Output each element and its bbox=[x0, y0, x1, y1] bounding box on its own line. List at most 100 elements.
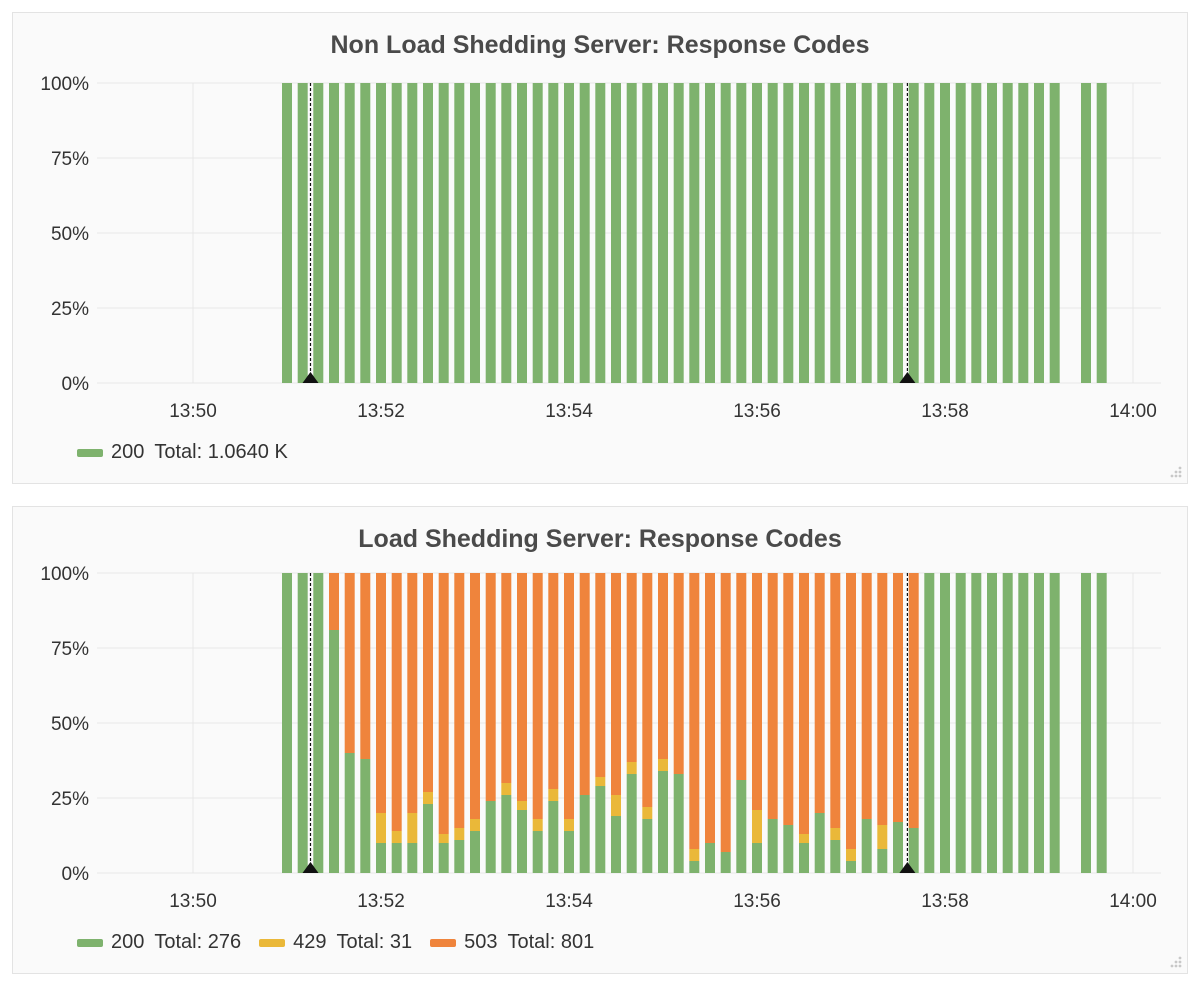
resize-handle-icon[interactable] bbox=[1169, 955, 1183, 969]
x-tick-label: 13:50 bbox=[169, 891, 217, 912]
bar-503 bbox=[454, 573, 465, 828]
bar-200 bbox=[1002, 573, 1013, 873]
bar-200 bbox=[329, 83, 339, 383]
bar-200 bbox=[846, 861, 856, 873]
x-tick-label: 13:50 bbox=[169, 401, 217, 422]
bar-200 bbox=[987, 83, 997, 383]
legend-item-200[interactable]: 200 Total: 1.0640 K bbox=[77, 441, 288, 464]
legend-label: 200 bbox=[111, 931, 145, 953]
bar-200 bbox=[438, 843, 449, 873]
annotation-marker-icon bbox=[899, 372, 916, 383]
bar-200 bbox=[767, 819, 778, 873]
bar-200 bbox=[532, 83, 543, 383]
panel-title: Non Load Shedding Server: Response Codes bbox=[330, 31, 870, 59]
bar-503 bbox=[329, 573, 339, 630]
bar-429 bbox=[642, 807, 653, 819]
bar-503 bbox=[579, 573, 590, 795]
bar-429 bbox=[830, 828, 841, 840]
bar-503 bbox=[893, 573, 903, 822]
bar-200 bbox=[987, 573, 997, 873]
bar-200 bbox=[955, 83, 966, 383]
annotation-marker-icon bbox=[899, 862, 916, 873]
bar-200 bbox=[861, 83, 872, 383]
bar-503 bbox=[423, 573, 433, 792]
bar-429 bbox=[564, 819, 574, 831]
bar-200 bbox=[736, 780, 747, 873]
bar-200 bbox=[1034, 573, 1044, 873]
bar-429 bbox=[799, 834, 809, 843]
x-tick-label: 13:54 bbox=[545, 401, 593, 422]
bar-200 bbox=[282, 83, 292, 383]
bar-200 bbox=[924, 83, 935, 383]
bar-503 bbox=[376, 573, 386, 813]
bar-200 bbox=[423, 83, 433, 383]
bar-503 bbox=[470, 573, 480, 819]
bar-503 bbox=[517, 573, 527, 801]
bar-200 bbox=[673, 774, 684, 873]
bar-200 bbox=[470, 83, 480, 383]
bar-200 bbox=[814, 83, 825, 383]
bar-503 bbox=[846, 573, 856, 849]
bar-200 bbox=[407, 843, 418, 873]
bar-429 bbox=[752, 810, 762, 843]
bar-200 bbox=[1081, 83, 1091, 383]
bar-200 bbox=[532, 831, 543, 873]
y-tick-label: 25% bbox=[51, 299, 89, 320]
bar-429 bbox=[517, 801, 527, 810]
bar-200 bbox=[861, 819, 872, 873]
bar-429 bbox=[532, 819, 543, 831]
bar-200 bbox=[391, 843, 402, 873]
bar-200 bbox=[360, 83, 371, 383]
bar-200 bbox=[564, 83, 574, 383]
legend-item-200[interactable]: 200 Total: 276 bbox=[77, 931, 241, 954]
legend-total: Total: 801 bbox=[507, 931, 595, 953]
bar-200 bbox=[1081, 573, 1091, 873]
legend-swatch bbox=[430, 938, 457, 947]
bar-503 bbox=[767, 573, 778, 819]
bar-429 bbox=[423, 792, 433, 804]
bar-429 bbox=[407, 813, 418, 843]
y-tick-label: 75% bbox=[51, 639, 89, 660]
legend-label: 200 bbox=[111, 441, 145, 463]
bar-503 bbox=[799, 573, 809, 834]
x-tick-label: 14:00 bbox=[1109, 891, 1157, 912]
bar-503 bbox=[564, 573, 574, 819]
bar-503 bbox=[673, 573, 684, 774]
y-tick-label: 50% bbox=[51, 224, 89, 245]
y-tick-label: 0% bbox=[62, 864, 90, 885]
bar-503 bbox=[658, 573, 668, 759]
bar-200 bbox=[1049, 573, 1060, 873]
bar-429 bbox=[391, 831, 402, 843]
bar-429 bbox=[658, 759, 668, 771]
bar-200 bbox=[783, 825, 794, 873]
bar-200 bbox=[814, 813, 825, 873]
x-tick-label: 14:00 bbox=[1109, 401, 1157, 422]
legend-item-503[interactable]: 503 Total: 801 bbox=[430, 931, 594, 954]
panel-load-shedding: Load Shedding Server: Response Codes 100… bbox=[12, 506, 1188, 974]
legend-total: Total: 276 bbox=[154, 931, 242, 953]
bar-200 bbox=[783, 83, 794, 383]
bar-503 bbox=[532, 573, 543, 819]
response-codes-chart: 100% 75% 50% 25% 0% 13:50 13:52 13:54 13:56 13:58… bbox=[40, 74, 1161, 422]
bar-200 bbox=[470, 831, 480, 873]
panel-non-load-shedding: Non Load Shedding Server: Response Codes… bbox=[12, 12, 1188, 484]
bar-200 bbox=[940, 83, 950, 383]
x-tick-label: 13:58 bbox=[921, 401, 969, 422]
bar-200 bbox=[658, 771, 668, 873]
legend-label: 503 bbox=[464, 931, 498, 953]
bar-200 bbox=[924, 573, 935, 873]
bar-200 bbox=[501, 83, 512, 383]
bar-503 bbox=[407, 573, 418, 813]
bar-200 bbox=[752, 83, 762, 383]
legend-item-429[interactable]: 429 Total: 31 bbox=[259, 931, 412, 954]
bar-200 bbox=[736, 83, 747, 383]
bar-200 bbox=[830, 840, 841, 873]
bar-200 bbox=[1096, 573, 1107, 873]
resize-handle-icon[interactable] bbox=[1169, 465, 1183, 479]
annotation-marker-icon bbox=[302, 862, 319, 873]
bar-200 bbox=[407, 83, 418, 383]
bar-200 bbox=[282, 573, 292, 873]
bar-200 bbox=[908, 83, 919, 383]
bar-429 bbox=[846, 849, 856, 861]
legend-swatch bbox=[259, 938, 286, 947]
